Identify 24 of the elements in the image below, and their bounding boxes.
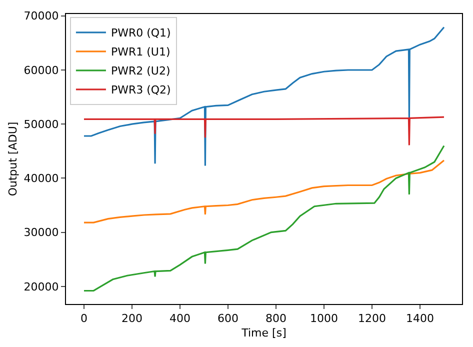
x-tick-label: 400	[170, 312, 190, 326]
x-tick-label: 200	[122, 312, 142, 326]
x-tick-label: 1200	[358, 312, 386, 326]
x-tick-label: 1000	[310, 312, 338, 326]
legend-label: PWR0 (Q1)	[110, 26, 171, 40]
y-tick-label: 60000	[24, 64, 59, 77]
line-series	[83, 160, 445, 224]
y-axis-title: Output [ADU]	[6, 122, 20, 196]
x-tick-label: 800	[266, 312, 286, 326]
y-tick-label: 30000	[24, 226, 59, 240]
y-tick-label: 70000	[24, 10, 59, 23]
line-series	[83, 116, 445, 146]
x-tick-label: 600	[218, 312, 238, 326]
x-axis-title: Time [s]	[240, 326, 286, 340]
y-tick-label: 20000	[24, 280, 59, 294]
legend-label: PWR3 (Q2)	[110, 84, 171, 97]
y-tick-label: 40000	[24, 172, 59, 186]
y-tick-label: 50000	[24, 118, 59, 131]
line-series	[83, 26, 445, 167]
line-series	[83, 144, 445, 292]
x-tick-label: 0	[80, 312, 88, 326]
legend-label: PWR2 (U2)	[110, 64, 170, 78]
x-tick-label: 1400	[406, 312, 434, 326]
legend-label: PWR1 (U1)	[110, 46, 170, 59]
